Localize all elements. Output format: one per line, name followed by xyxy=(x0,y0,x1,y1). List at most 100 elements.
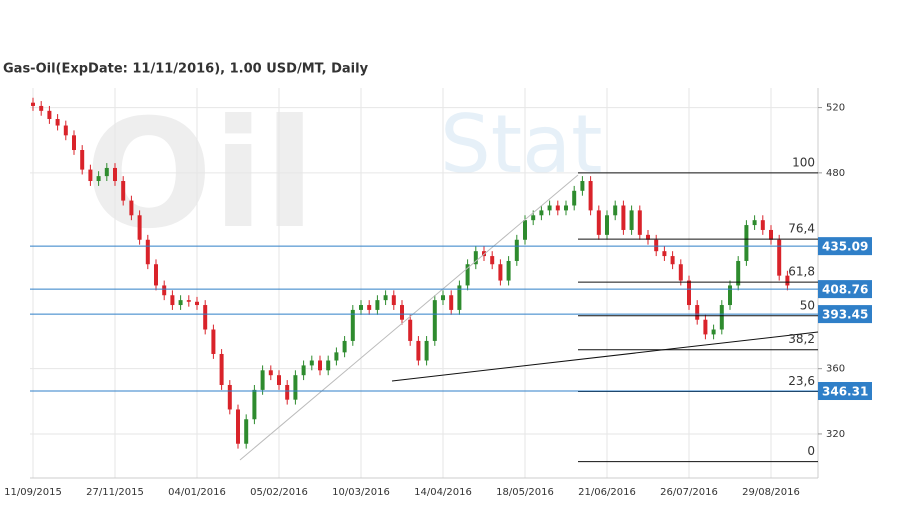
candle-body xyxy=(334,352,339,361)
candle-body xyxy=(277,375,281,385)
candle-body xyxy=(162,285,167,296)
level-label: 435.09 xyxy=(822,240,868,254)
candle-body xyxy=(383,295,388,301)
candle-body xyxy=(309,360,314,366)
candle-body xyxy=(375,300,380,310)
plot xyxy=(31,97,790,449)
candle-body xyxy=(55,119,60,126)
candle-body xyxy=(408,319,413,341)
watermark: Stat xyxy=(440,98,603,191)
level-label: 393.45 xyxy=(822,308,868,322)
candle-body xyxy=(441,295,445,301)
candle-body xyxy=(621,205,626,230)
x-tick-label: 26/07/2016 xyxy=(660,487,718,498)
candle-body xyxy=(236,409,240,444)
y-tick-label: 360 xyxy=(826,364,845,375)
candle-body xyxy=(490,256,495,265)
x-tick-label: 27/11/2015 xyxy=(86,487,144,498)
candle-body xyxy=(326,360,331,371)
candle-body xyxy=(96,176,101,182)
candle-body xyxy=(252,389,257,420)
candle-body xyxy=(695,305,700,320)
x-tick-label: 29/08/2016 xyxy=(742,487,800,498)
candle-body xyxy=(514,239,519,261)
candle-body xyxy=(744,225,749,261)
candle-body xyxy=(244,419,249,444)
candle-body xyxy=(359,305,363,310)
candle-body xyxy=(596,210,601,235)
candle-body xyxy=(293,375,298,400)
candle-body xyxy=(219,353,224,385)
candle-body xyxy=(719,305,724,330)
candle-body xyxy=(687,280,691,306)
candle-body xyxy=(588,181,593,211)
candle-body xyxy=(170,295,175,306)
fib-label: 100 xyxy=(792,155,815,169)
candle-body xyxy=(195,301,199,306)
candle-body xyxy=(31,102,35,106)
candle-body xyxy=(367,305,372,310)
candle-body xyxy=(752,220,757,226)
candle-body xyxy=(564,205,568,211)
fib-label: 0 xyxy=(807,444,815,458)
candle-body xyxy=(580,181,585,191)
candle-body xyxy=(736,260,741,286)
candle-body xyxy=(342,340,347,353)
x-tick-label: 18/05/2016 xyxy=(496,487,554,498)
candle-body xyxy=(88,169,93,182)
candle-body xyxy=(711,329,716,335)
candle-body xyxy=(572,190,577,206)
watermark: Oil xyxy=(85,88,315,262)
candle-body xyxy=(777,239,782,276)
candle-body xyxy=(449,295,454,310)
candle-body xyxy=(654,239,659,252)
candle-body xyxy=(301,365,306,376)
candle-body xyxy=(203,305,208,330)
fib-label: 38,2 xyxy=(788,332,815,346)
candle-body xyxy=(703,319,708,335)
x-tick-label: 21/06/2016 xyxy=(578,487,636,498)
candle-body xyxy=(186,300,191,302)
fib-label: 76,4 xyxy=(788,222,815,236)
level-tag xyxy=(818,382,872,401)
y-tick-label: 480 xyxy=(826,168,845,179)
candle-body xyxy=(506,260,511,281)
fib-label: 61,8 xyxy=(788,265,815,279)
x-tick-label: 04/01/2016 xyxy=(168,487,226,498)
candle-body xyxy=(473,251,478,265)
chart-title: Gas-Oil(ExpDate: 11/11/2016), 1.00 USD/M… xyxy=(3,62,369,77)
candle-body xyxy=(63,125,68,136)
candle-body xyxy=(662,251,667,257)
candle-body xyxy=(104,167,109,177)
candle-body xyxy=(227,384,232,410)
candle-body xyxy=(678,264,683,281)
candle-body xyxy=(137,215,142,240)
y-tick-label: 320 xyxy=(826,429,845,440)
candle-body xyxy=(178,300,183,306)
candle-body xyxy=(539,210,544,216)
candle-body xyxy=(121,181,126,201)
candle-body xyxy=(80,150,85,170)
candle-body xyxy=(547,205,552,211)
candle-body xyxy=(72,135,76,151)
candle-body xyxy=(457,285,462,310)
candle-body xyxy=(769,229,773,240)
candle-body xyxy=(391,295,396,306)
candle-body xyxy=(285,384,290,400)
candle-body xyxy=(498,264,503,281)
candle-body xyxy=(260,370,265,390)
candle-body xyxy=(211,329,216,354)
x-tick-label: 14/04/2016 xyxy=(414,487,472,498)
level-tag xyxy=(818,237,872,256)
candle-body xyxy=(728,285,732,306)
level-label: 346.31 xyxy=(822,385,868,399)
candle-body xyxy=(350,309,355,341)
candle-body xyxy=(629,210,634,230)
candle-body xyxy=(154,264,158,286)
level-label: 408.76 xyxy=(822,283,868,297)
trend-line xyxy=(391,331,819,382)
candle-body xyxy=(646,234,650,240)
candle-body xyxy=(465,264,470,286)
candle-body xyxy=(145,239,150,265)
candle-body xyxy=(670,256,675,265)
